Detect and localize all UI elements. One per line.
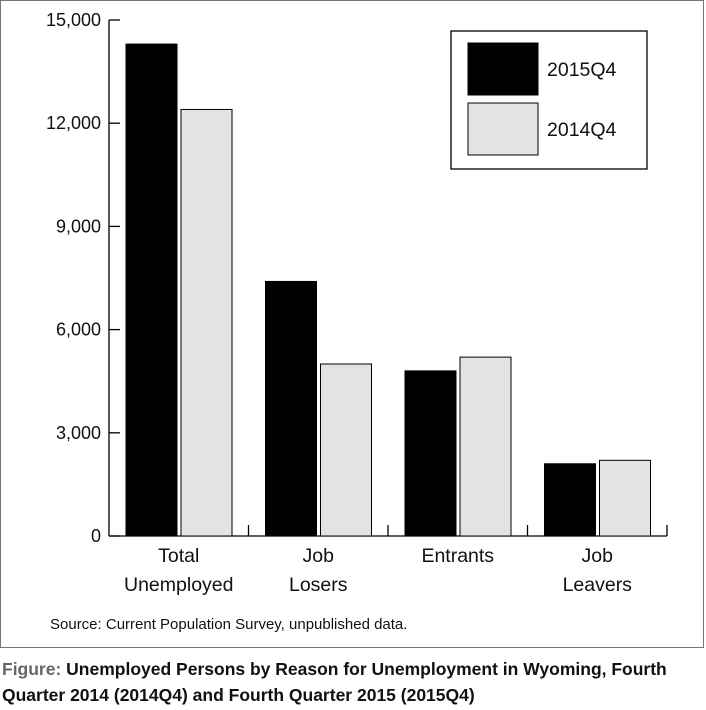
y-tick-label: 0 xyxy=(91,526,101,546)
bar-2014q4 xyxy=(320,363,372,537)
bar-2014q4 xyxy=(459,356,512,537)
x-category-label: Unemployed xyxy=(124,574,233,596)
legend-label: 2014Q4 xyxy=(547,119,617,141)
caption-text: Unemployed Persons by Reason for Unemplo… xyxy=(2,659,667,705)
figure-caption: Figure: Unemployed Persons by Reason for… xyxy=(2,656,702,708)
bar-2015q4 xyxy=(404,370,457,537)
x-category-label: Total xyxy=(158,545,199,567)
bar-2015q4 xyxy=(265,280,317,537)
x-category-label: Leavers xyxy=(563,574,633,596)
y-tick-label: 12,000 xyxy=(46,113,101,133)
x-category-label: Entrants xyxy=(421,545,494,567)
x-category-label: Job xyxy=(303,545,335,567)
x-category-label: Losers xyxy=(289,574,348,596)
y-tick-label: 3,000 xyxy=(56,423,101,443)
source-note: Source: Current Population Survey, unpub… xyxy=(50,616,408,633)
legend-label: 2015Q4 xyxy=(547,59,617,81)
bar-2015q4 xyxy=(544,463,596,537)
bar-chart: 0 3,000 6,000 9,000 12,000 15,000 Total Unemplo… xyxy=(46,10,668,596)
x-category-label: Job xyxy=(582,545,614,567)
caption-prefix: Figure: xyxy=(2,659,67,679)
figure-frame xyxy=(0,0,704,648)
bar-2014q4 xyxy=(180,108,233,537)
y-tick-label: 6,000 xyxy=(56,320,101,340)
y-tick-label: 15,000 xyxy=(46,10,101,30)
bar-2015q4 xyxy=(125,43,178,537)
legend-swatch xyxy=(467,42,539,96)
y-tick-label: 9,000 xyxy=(56,216,101,236)
legend-swatch xyxy=(467,102,539,156)
bar-2014q4 xyxy=(599,459,651,537)
